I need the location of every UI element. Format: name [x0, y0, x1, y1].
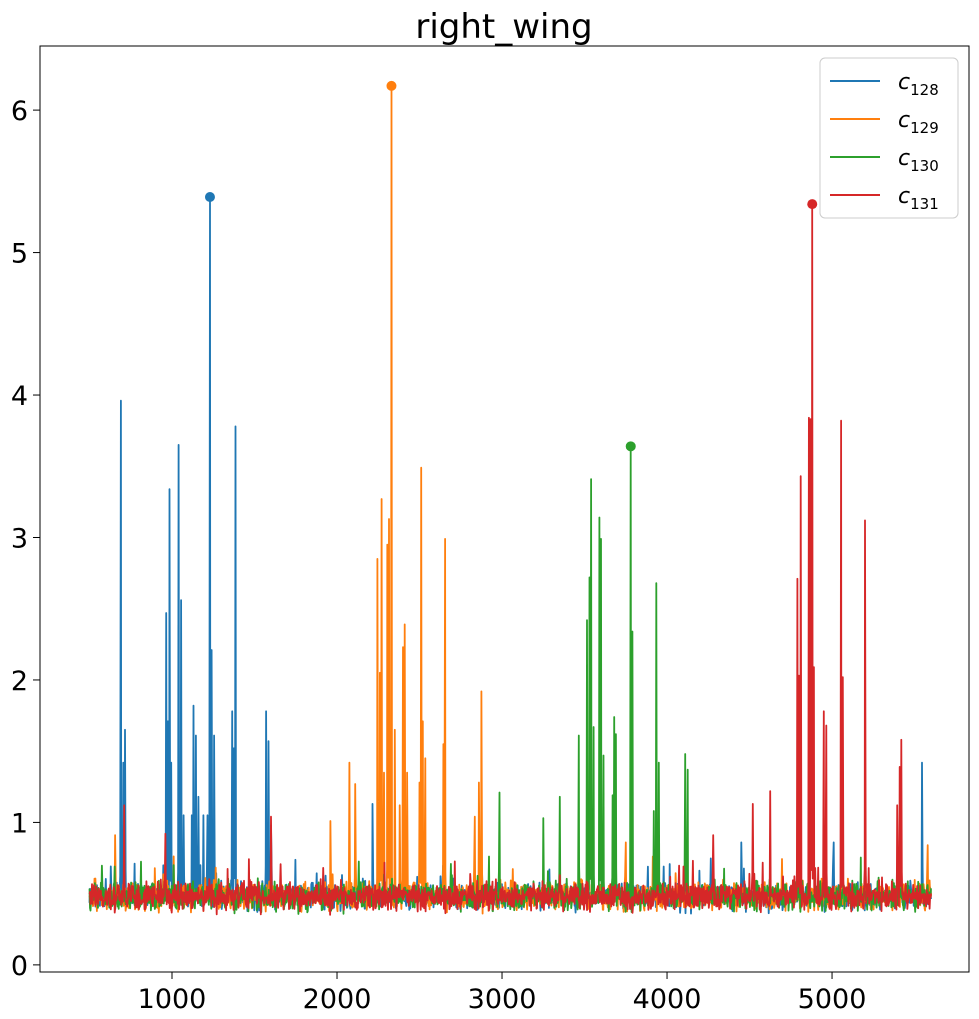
legend: c128 c129 c130 c131: [819, 57, 959, 219]
x-tick-label: 3000: [468, 984, 537, 1015]
y-tick-label: 6: [11, 96, 28, 127]
markers-layer: [204, 80, 818, 452]
y-axis: 0 1 2 3 4 5 6: [11, 96, 40, 982]
y-tick-label: 2: [11, 666, 28, 697]
max-point-marker-131: [807, 199, 818, 210]
series-line-131: [88, 203, 932, 916]
y-tick-label: 1: [11, 808, 28, 839]
y-tick-label: 0: [11, 951, 28, 982]
legend-label-128: c128: [898, 70, 939, 99]
max-point-marker-128: [204, 192, 215, 203]
x-tick-label: 5000: [798, 984, 867, 1015]
x-tick-label: 2000: [303, 984, 372, 1015]
x-tick-label: 4000: [633, 984, 702, 1015]
max-point-marker-129: [386, 80, 397, 91]
series-layer: [88, 85, 932, 916]
series-line-129: [88, 85, 932, 915]
x-tick-label: 1000: [138, 984, 207, 1015]
legend-label-129: c129: [898, 108, 939, 137]
y-tick-label: 4: [11, 381, 28, 412]
series-line-130: [88, 445, 932, 915]
legend-label-131: c131: [898, 184, 939, 213]
legend-label-130: c130: [898, 146, 939, 175]
legend-box: [819, 57, 959, 219]
series-line-128: [88, 196, 932, 915]
x-axis: 1000 2000 3000 4000 5000: [138, 972, 867, 1015]
y-tick-label: 5: [11, 239, 28, 270]
y-tick-label: 3: [11, 523, 28, 554]
max-point-marker-130: [625, 441, 636, 452]
plot-frame: [39, 45, 970, 973]
chart-title: right_wing: [415, 7, 592, 47]
